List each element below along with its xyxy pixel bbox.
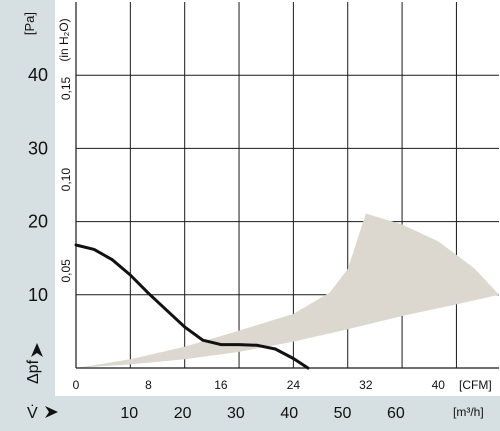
x-m3h-tick-label: 60 [387,405,405,422]
x-axis-band [0,396,500,431]
y-axis-band [0,0,55,431]
fan-curve-line [74,243,310,370]
y-inner-tick-label: 0,05 [59,259,73,283]
y-tick-label: 20 [28,212,48,232]
y-unit-label: [Pa] [22,12,37,35]
x-cfm-unit-label: [CFM] [459,378,492,392]
y-tick-label: 40 [28,65,48,85]
grid-lines [76,2,499,368]
x-m3h-tick-labels: 10 20 30 40 50 60 [120,405,404,422]
x-m3h-tick-label: 20 [174,405,192,422]
y-tick-label: 30 [28,138,48,158]
y-tick-label: 10 [28,285,48,305]
x-cfm-tick-label: 24 [287,378,301,392]
x-cfm-tick-labels: 0 8 16 24 32 40 [73,378,446,392]
x-m3h-tick-label: 10 [120,405,138,422]
y-arrow-icon [31,343,43,357]
plot-frame [75,2,499,369]
x-m3h-tick-label: 50 [334,405,352,422]
x-cfm-tick-label: 32 [359,378,373,392]
x-axis-symbol: V̇ [27,404,38,422]
x-m3h-unit-label: [m³/h] [453,405,484,419]
y-tick-labels: 10 20 30 40 [28,65,48,305]
x-arrow-icon [45,406,58,418]
y-inner-unit-label: (in H₂O) [57,18,71,61]
x-cfm-tick-label: 0 [73,378,80,392]
x-m3h-tick-label: 40 [280,405,298,422]
y-inner-tick-labels: 0,05 0,10 0,15 [59,76,73,282]
x-cfm-tick-label: 8 [145,378,152,392]
operating-region [76,213,499,368]
operating-region-area [76,213,499,368]
x-cfm-tick-label: 16 [214,378,228,392]
fan-curve [74,243,310,370]
x-cfm-tick-label: 40 [432,378,446,392]
y-inner-tick-label: 0,10 [59,168,73,192]
y-axis-symbol: Δpf [25,359,42,384]
y-inner-tick-label: 0,15 [59,76,73,100]
x-m3h-tick-label: 30 [227,405,245,422]
